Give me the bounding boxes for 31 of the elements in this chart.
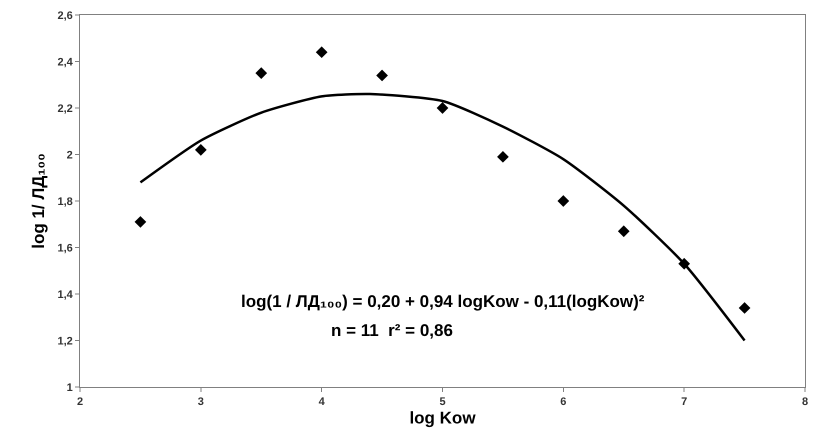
x-tick-label: 4 [318,396,326,408]
point [618,225,630,238]
x-tick-label: 2 [76,396,84,408]
y-tick-label: 2,4 [58,56,74,68]
y-tick-label: 2,2 [58,102,73,115]
point [376,70,388,82]
point [497,150,509,163]
x-tick-label: 3 [198,396,204,408]
point [436,102,448,114]
point [316,46,328,58]
annotation: n = 11 r² = 0,86 [331,321,453,340]
point [738,302,750,314]
point [134,216,146,228]
y-tick-label: 1 [66,382,73,394]
y-tick-label: 2,6 [58,10,73,22]
y-tick-label: 1,6 [58,242,73,254]
y-tick-label: 2 [66,149,73,162]
y-tick-label: 1,8 [58,196,73,208]
x-tick-label: 8 [802,396,808,408]
y-axis-title: log 1/ ЛД₁₀₀ [29,153,48,249]
y-tick-label: 1,4 [58,288,74,301]
x-tick-label: 6 [560,396,566,408]
annotation: log(1 / ЛД₁₀₀) = 0,20 + 0,94 logKow - 0,11(logKow)² [241,292,645,311]
y-tick-label: 1,2 [58,335,73,348]
x-tick-label: 7 [681,396,688,408]
x-axis-title: log Kow [409,408,476,428]
x-tick-label: 5 [439,396,446,408]
point [557,195,570,207]
point [194,144,207,156]
point [255,67,268,79]
line-series [139,92,746,342]
